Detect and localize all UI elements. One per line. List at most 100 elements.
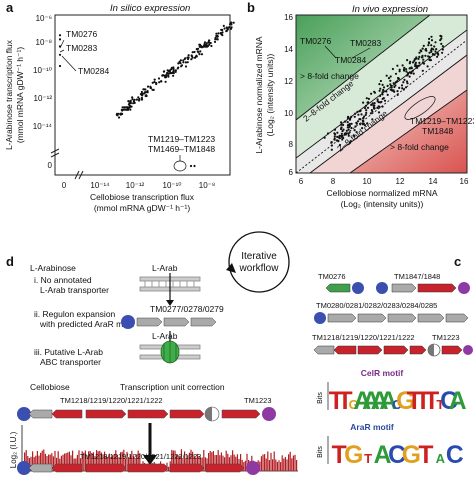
expression-bar xyxy=(296,460,298,471)
a-point xyxy=(128,106,131,109)
expression-bar xyxy=(52,456,54,471)
a-point xyxy=(191,56,194,59)
a-point xyxy=(195,54,198,57)
expression-bar xyxy=(246,453,248,471)
b-point xyxy=(373,102,376,105)
svg-text:(Log₂ (intensity units)): (Log₂ (intensity units)) xyxy=(341,199,424,209)
a-point xyxy=(204,45,207,48)
a-point xyxy=(208,39,211,42)
panel-d-label: d xyxy=(6,254,14,269)
panel-b-plot: In vivo expression 6 8 10 12 14 16 16 14… xyxy=(254,4,474,209)
a-point xyxy=(177,62,180,65)
expression-bar xyxy=(179,455,181,471)
b-point xyxy=(360,113,363,116)
b-point xyxy=(379,87,382,90)
expression-bar xyxy=(43,449,45,471)
a-point xyxy=(205,42,208,45)
b-point xyxy=(361,127,364,130)
b-point xyxy=(389,83,392,86)
a-point xyxy=(146,85,150,88)
b-point xyxy=(408,62,411,65)
b-point xyxy=(358,118,361,121)
a-point xyxy=(225,30,228,33)
b-point xyxy=(435,48,438,51)
b-point xyxy=(363,124,367,127)
a-point xyxy=(157,77,161,80)
b-point xyxy=(334,133,337,136)
b-point xyxy=(382,88,385,92)
expression-bar xyxy=(96,450,98,471)
b-point xyxy=(372,104,375,107)
expression-bar xyxy=(113,453,115,471)
expression-bar xyxy=(243,462,245,471)
b-point xyxy=(401,87,404,90)
a-point xyxy=(217,32,220,35)
svg-text:CelR motif: CelR motif xyxy=(361,368,404,378)
b-point xyxy=(370,103,373,106)
b-point xyxy=(398,68,401,71)
expression-bar xyxy=(115,450,117,471)
a-point xyxy=(123,108,126,111)
expression-bar xyxy=(121,451,123,471)
expression-bar xyxy=(104,451,106,471)
b-point xyxy=(366,106,370,109)
b-point xyxy=(428,37,431,41)
b-point xyxy=(377,101,380,104)
b-point xyxy=(348,131,351,134)
expression-bar xyxy=(91,453,93,471)
b-point xyxy=(363,115,366,118)
panel-c-label: c xyxy=(454,254,462,269)
expression-bar xyxy=(86,455,88,471)
a-point xyxy=(178,60,181,63)
expression-bar xyxy=(40,452,42,471)
motif-letter: G xyxy=(402,442,421,469)
tu-genes: TM1218/1219/1220/1221/1222 xyxy=(60,396,163,405)
a-point xyxy=(210,44,213,48)
b-point xyxy=(330,141,333,144)
expression-bar xyxy=(190,449,192,471)
a-point xyxy=(186,61,189,64)
expression-bar xyxy=(32,451,34,471)
a-point xyxy=(216,38,219,41)
expression-bar xyxy=(260,456,262,471)
b-point xyxy=(362,101,365,104)
arabinose-title: L-Arabinose xyxy=(30,263,76,273)
b-point xyxy=(436,55,439,58)
a-point xyxy=(208,43,211,46)
a-point xyxy=(131,96,134,99)
expression-bar xyxy=(288,454,290,471)
b-annot-tm0283: TM0283 xyxy=(350,38,381,48)
a-point xyxy=(135,98,138,101)
b-point xyxy=(394,72,398,75)
a-point xyxy=(149,85,152,88)
b-point xyxy=(349,140,352,143)
b-point xyxy=(359,123,362,126)
expression-bar xyxy=(220,452,222,471)
step-i-line2: L-Arab transporter xyxy=(40,285,109,295)
a-point xyxy=(58,34,62,37)
a-point xyxy=(145,91,148,94)
b-point xyxy=(405,68,408,71)
expression-bar xyxy=(275,459,277,471)
b-point xyxy=(427,55,430,58)
b-point xyxy=(371,102,374,105)
a-point xyxy=(162,74,165,77)
a-point xyxy=(199,50,202,53)
b-point xyxy=(397,77,400,80)
panel-a-annotations: TM0276 TM0283 TM0284 TM1219–TM1223 TM146… xyxy=(66,29,215,154)
b-point xyxy=(378,89,381,92)
b-point xyxy=(403,78,406,81)
expression-bar xyxy=(65,453,67,471)
a-point xyxy=(165,73,168,76)
expression-bar xyxy=(46,456,48,471)
expression-bar xyxy=(291,458,293,471)
a-annot-tm0276: TM0276 xyxy=(66,29,97,39)
b-point xyxy=(370,109,373,112)
expression-bar xyxy=(240,454,242,471)
panel-a-yticks: 10⁻⁶ 10⁻⁸ 10⁻¹⁰ 10⁻¹² 10⁻¹⁴ 0 xyxy=(33,14,53,170)
expression-bar xyxy=(48,454,50,471)
a-point xyxy=(190,58,193,61)
expression-bar xyxy=(112,455,114,471)
expression-bar xyxy=(188,452,190,471)
b-point xyxy=(365,111,368,114)
